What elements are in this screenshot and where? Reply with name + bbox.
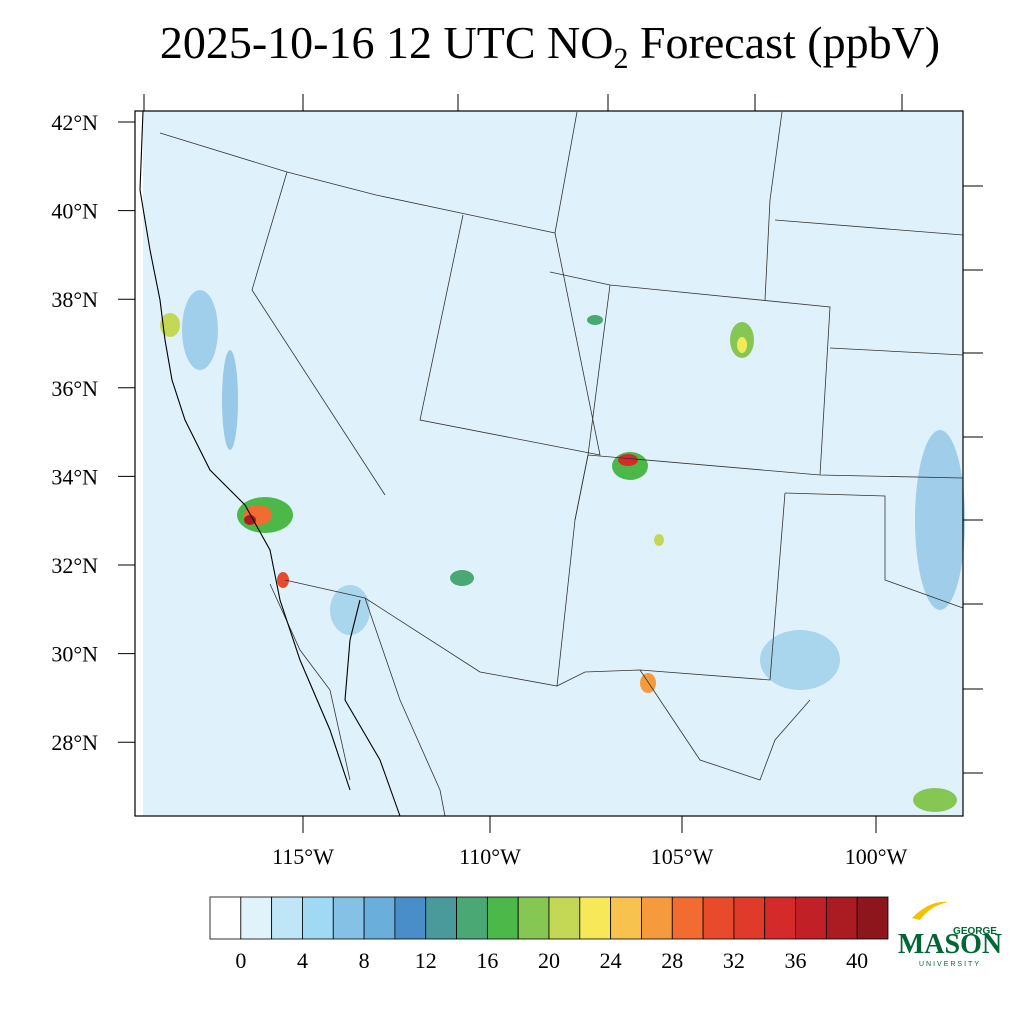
ocean-edge [135, 111, 143, 816]
lat-label: 36°N [51, 376, 98, 401]
colorbar-box [764, 896, 796, 940]
lon-label: 105°W [651, 844, 714, 869]
colorbar-box [271, 896, 303, 940]
colorbar-box [825, 896, 858, 940]
lat-label: 28°N [51, 730, 98, 755]
colorbar-box [610, 896, 642, 940]
logo-top: GEORGE [953, 926, 997, 937]
colorbar-box [548, 896, 581, 940]
lat-label: 42°N [51, 110, 98, 135]
logo-swoosh [912, 901, 948, 920]
colorbar-box [240, 896, 273, 940]
colorbar-box [456, 896, 488, 940]
colorbar-box [856, 896, 889, 940]
colorbar-box [425, 896, 457, 940]
colorbar-tick-label: 24 [600, 948, 622, 973]
map-background [135, 111, 963, 816]
colorbar-tick-label: 32 [723, 948, 745, 973]
lat-label: 34°N [51, 464, 98, 489]
colorbar-tick-label: 16 [476, 948, 498, 973]
colorbar-box [795, 896, 827, 940]
colorbar: 0 4 8 12 16 20 24 28 32 36 40 [209, 896, 889, 973]
title-main: 2025-10-16 12 UTC NO [160, 17, 614, 68]
colorbar-tick-label: 36 [785, 948, 807, 973]
colorbar-tick-label: 4 [297, 948, 308, 973]
lat-label: 40°N [51, 199, 98, 224]
logo: GEORGE MASON UNIVERSITY [898, 901, 1002, 968]
colorbar-tick-label: 8 [359, 948, 370, 973]
title-subscript: 2 [613, 42, 628, 75]
colorbar-box [517, 896, 550, 940]
frame-ticks [118, 94, 983, 833]
colorbar-tick-label: 20 [538, 948, 560, 973]
colorbar-box [209, 896, 242, 940]
colorbar-box [332, 896, 365, 940]
lat-label: 38°N [51, 287, 98, 312]
logo-bottom: UNIVERSITY [919, 961, 981, 968]
lat-label: 32°N [51, 553, 98, 578]
lon-label: 100°W [845, 844, 908, 869]
state-borders [159, 111, 964, 817]
colorbar-box [579, 896, 612, 940]
colorbar-box [302, 896, 334, 940]
colorbar-tick-label: 0 [235, 948, 246, 973]
colorbar-box [641, 896, 673, 940]
lon-label: 115°W [272, 844, 334, 869]
map [118, 94, 983, 833]
colorbar-tick-label: 28 [661, 948, 683, 973]
map-frame [134, 110, 964, 817]
colorbar-box [486, 896, 519, 940]
colorbar-tick-label: 40 [846, 948, 868, 973]
coastline [139, 110, 401, 817]
colorbar-box [702, 896, 735, 940]
logo-main: MASON [898, 929, 1002, 960]
colorbar-box [671, 896, 704, 940]
colorbar-box [394, 896, 427, 940]
title: 2025-10-16 12 UTC NO2 Forecast (ppbV) [160, 17, 940, 75]
title-tail: Forecast (ppbV) [628, 17, 940, 68]
colorbar-box [733, 896, 766, 940]
lat-label: 30°N [51, 642, 98, 667]
lon-label: 110°W [459, 844, 521, 869]
colorbar-tick-label: 12 [415, 948, 437, 973]
colorbar-box [363, 896, 396, 940]
